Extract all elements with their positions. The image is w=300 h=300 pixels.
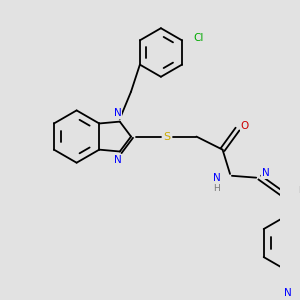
Text: N: N	[114, 108, 122, 118]
Text: Cl: Cl	[194, 32, 204, 43]
Text: H: H	[214, 184, 220, 194]
Text: S: S	[163, 132, 170, 142]
Text: O: O	[241, 121, 249, 131]
Text: N: N	[114, 155, 122, 165]
Text: N: N	[262, 168, 269, 178]
Text: N: N	[213, 173, 221, 183]
Text: H: H	[298, 186, 300, 195]
Text: N: N	[284, 288, 292, 298]
